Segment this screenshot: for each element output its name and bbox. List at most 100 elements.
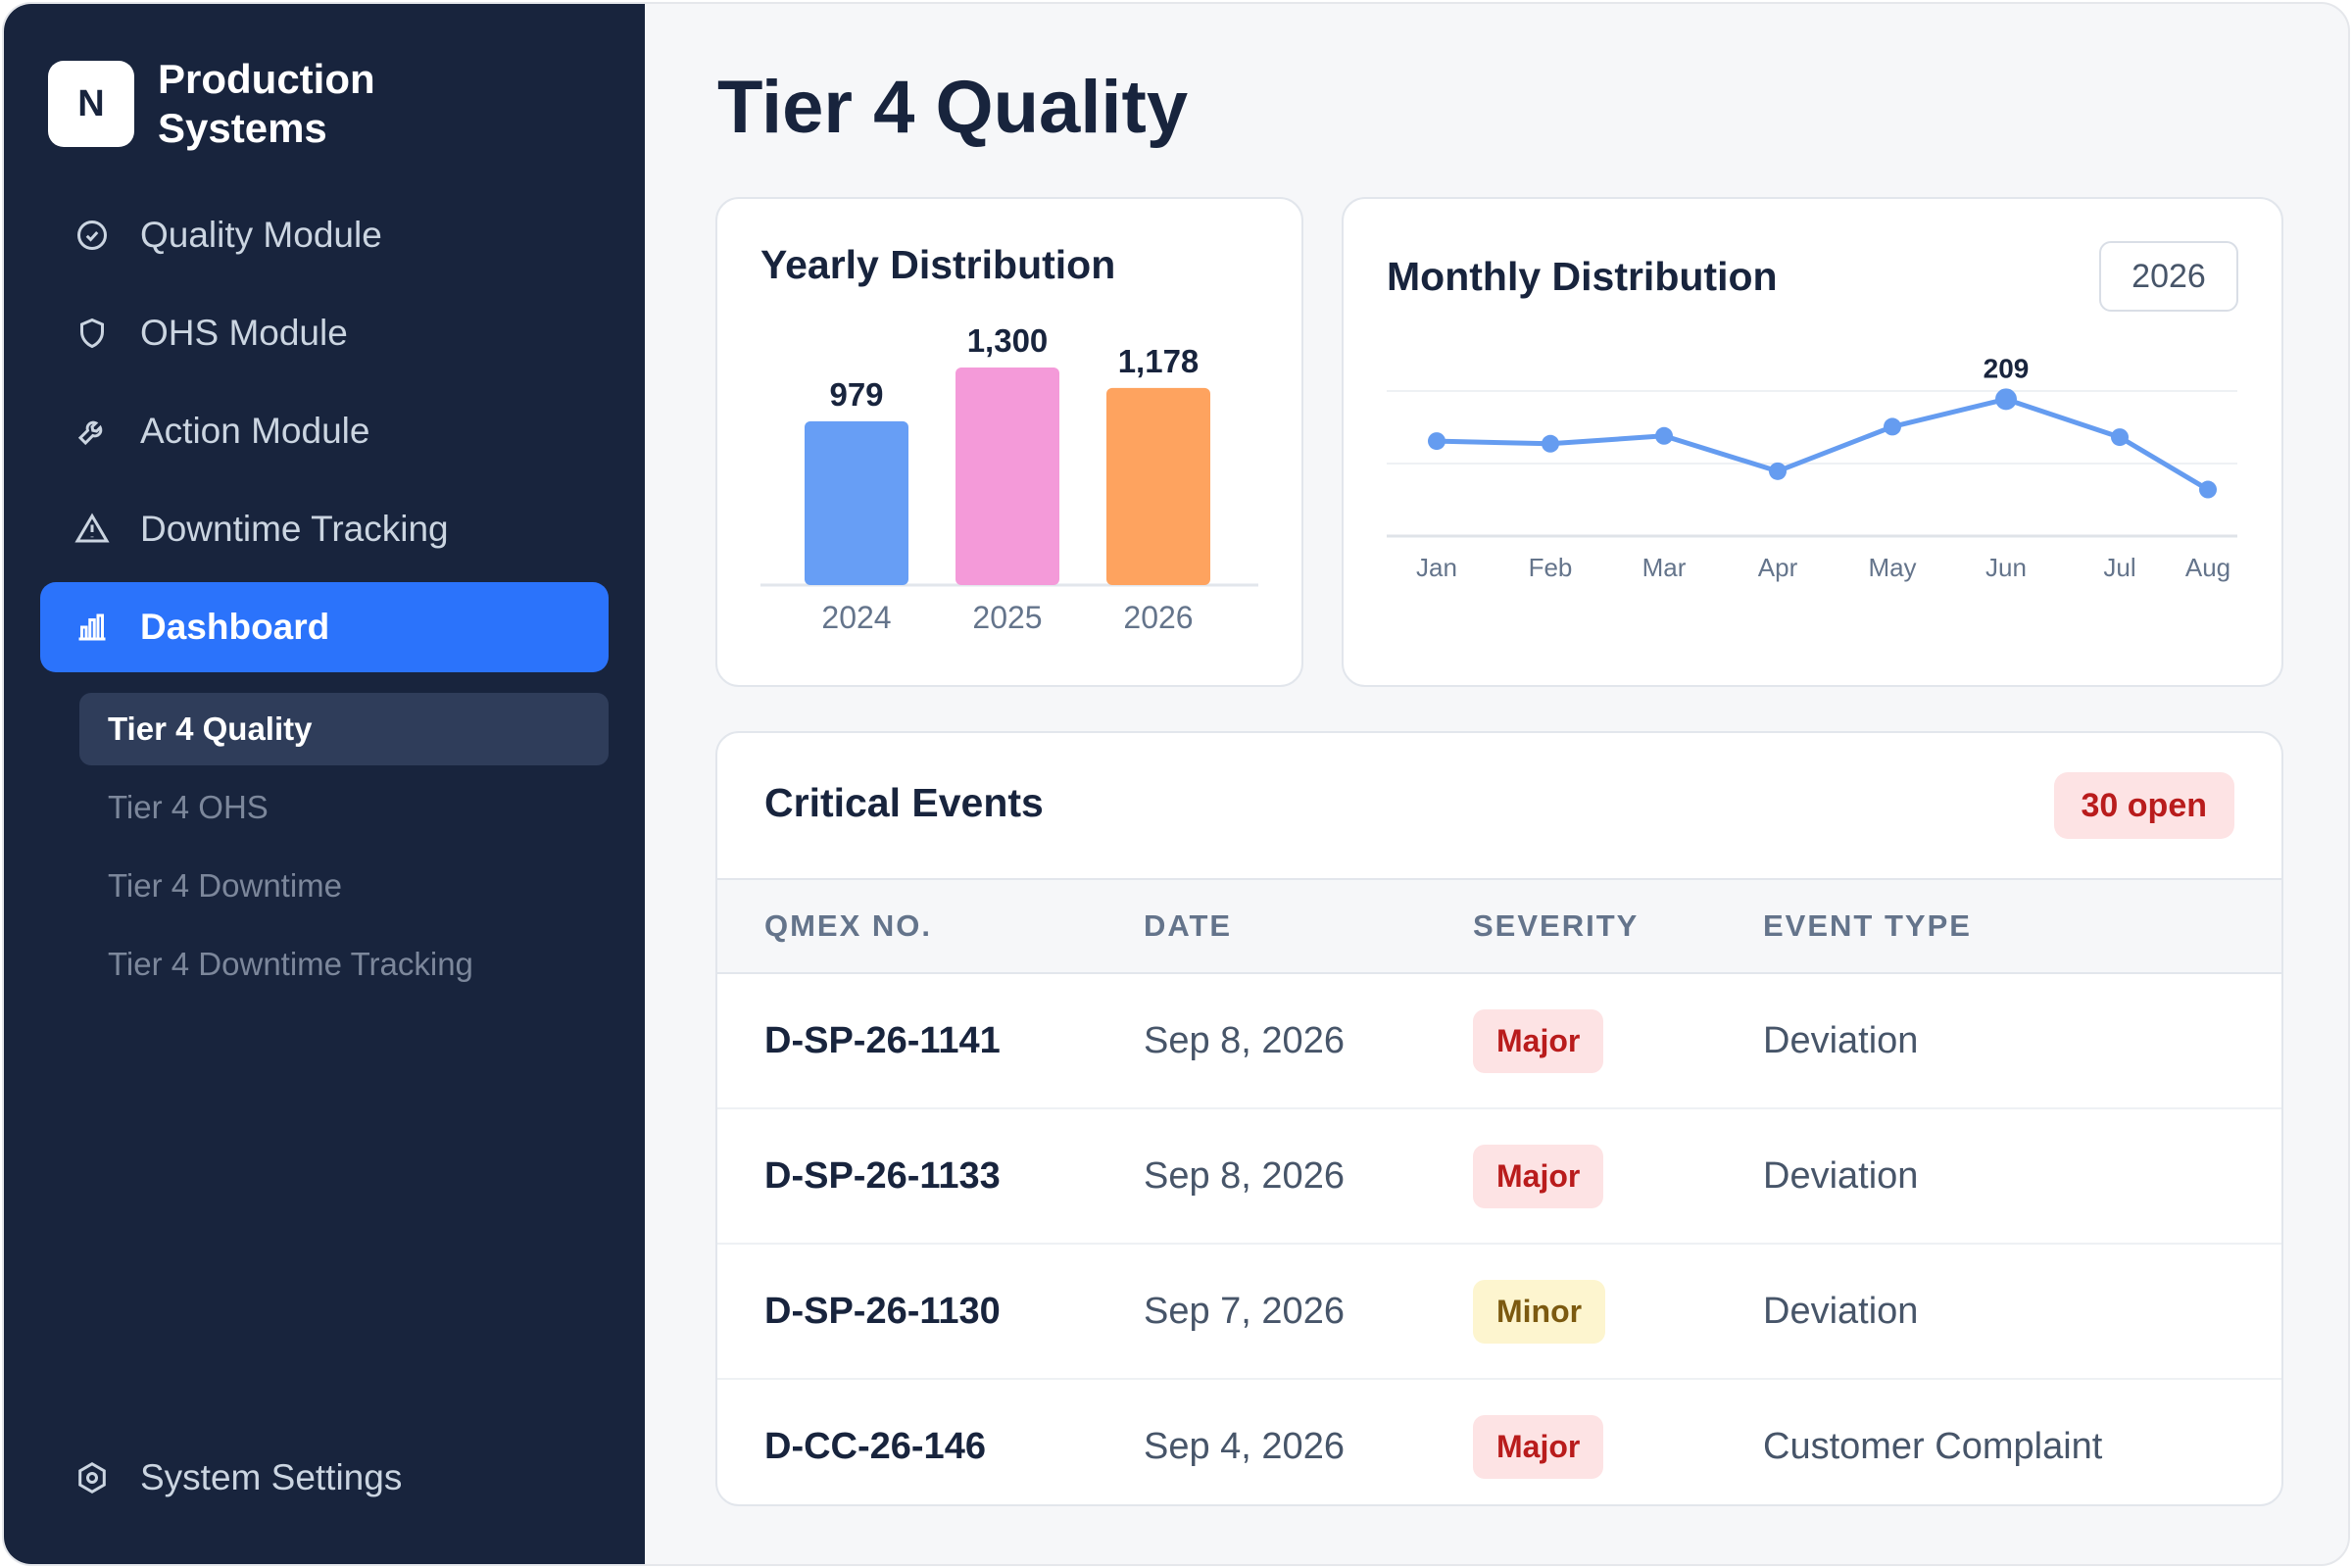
monthly-distribution-card: Monthly Distribution 2026 Jan Feb Mar Apr Ma… — [1342, 197, 2283, 687]
subnav-item-tier4-downtime-tracking[interactable]: Tier 4 Downtime Tracking — [79, 928, 609, 1001]
x-tick-label-Jan: Jan — [1416, 553, 1457, 582]
point-Jul — [2111, 428, 2129, 447]
table-row[interactable]: D-SP-26-1133 Sep 8, 2026 Major Deviation — [717, 1108, 2281, 1244]
nav-item-ohs-module[interactable]: OHS Module — [40, 288, 609, 378]
subnav-item-tier4-ohs[interactable]: Tier 4 OHS — [79, 771, 609, 844]
data-label-2024: 979 — [829, 376, 883, 413]
settings-icon — [74, 1459, 111, 1496]
subnav-label: Tier 4 Downtime — [108, 867, 343, 904]
quality-icon — [74, 217, 111, 254]
nav-label: System Settings — [140, 1457, 403, 1497]
monthly-line-chart: Jan Feb Mar Apr May Jun 209 Jul Aug — [1387, 353, 2237, 582]
table-row[interactable]: D-CC-26-146 Sep 4, 2026 Major Customer C… — [717, 1379, 2281, 1504]
column-header-date[interactable]: DATE — [1144, 908, 1233, 943]
data-label-Jun: 209 — [1984, 353, 2030, 383]
point-Apr — [1769, 462, 1787, 480]
table-row[interactable]: D-SP-26-1141 Sep 8, 2026 Major Deviation — [717, 973, 2281, 1108]
subnav-label: Tier 4 Downtime Tracking — [108, 946, 473, 982]
yearly-distribution-card: Yearly Distribution 979 2024 1,300 2025 1,17… — [715, 197, 1303, 687]
bar-2026 — [1106, 387, 1210, 585]
x-tick-label-Jul: Jul — [2103, 553, 2135, 582]
event-date: Sep 7, 2026 — [1144, 1290, 1345, 1332]
data-label-2025: 1,300 — [967, 322, 1049, 359]
main-content: Tier 4 Quality Yearly Distribution 979 20… — [645, 4, 2348, 1564]
wrench-icon — [74, 413, 111, 450]
table-row[interactable]: D-SP-26-1130 Sep 7, 2026 Minor Deviation — [717, 1244, 2281, 1379]
bar-2024 — [805, 420, 908, 585]
critical-events-card: Critical Events 30 open QMEX NO. DATE SE… — [715, 731, 2283, 1506]
yearly-title: Yearly Distribution — [760, 242, 1116, 287]
bar-2025 — [956, 368, 1059, 585]
series-line — [1436, 396, 2210, 492]
page-title: Tier 4 Quality — [717, 66, 1189, 149]
brand[interactable]: N Production Systems — [48, 55, 413, 153]
brand-logo: N — [48, 61, 134, 147]
nav-label: Action Module — [140, 411, 370, 451]
event-date: Sep 4, 2026 — [1144, 1426, 1345, 1467]
event-date: Sep 8, 2026 — [1144, 1154, 1345, 1197]
severity-badge: Major — [1473, 1144, 1604, 1208]
point-May — [1884, 417, 1901, 436]
warning-icon — [74, 511, 111, 548]
column-header-severity[interactable]: SEVERITY — [1473, 908, 1640, 943]
nav-item-action-module[interactable]: Action Module — [40, 386, 609, 476]
nav-item-quality-module[interactable]: Quality Module — [40, 190, 609, 280]
subnav-label: Tier 4 Quality — [108, 710, 313, 747]
x-tick-label-Feb: Feb — [1529, 553, 1573, 582]
open-count-badge: 30 open — [2053, 772, 2234, 839]
x-tick-label-2024: 2024 — [821, 600, 891, 635]
column-header-event-type[interactable]: EVENT TYPE — [1763, 908, 1972, 943]
point-Feb — [1542, 434, 1559, 453]
event-type: Customer Complaint — [1763, 1426, 2103, 1467]
nav-label: OHS Module — [140, 313, 348, 353]
year-selector[interactable]: 2026 — [2099, 241, 2238, 312]
nav-label: Quality Module — [140, 215, 382, 255]
nav-label: Dashboard — [140, 607, 330, 647]
sidebar: N Production Systems Quality Module OHS … — [4, 4, 645, 1564]
monthly-title: Monthly Distribution — [1387, 254, 1778, 299]
data-label-2026: 1,178 — [1118, 343, 1200, 379]
qmex-number[interactable]: D-CC-26-146 — [764, 1426, 986, 1467]
event-type: Deviation — [1763, 1019, 1919, 1061]
x-tick-label-May: May — [1868, 553, 1916, 582]
severity-cell: Major — [1473, 973, 1763, 1108]
table-header-row: QMEX NO. DATE SEVERITY EVENT TYPE — [717, 879, 2281, 973]
nav-item-system-settings[interactable]: System Settings — [40, 1433, 609, 1523]
severity-badge: Major — [1473, 1415, 1604, 1479]
point-Aug — [2199, 480, 2217, 499]
event-type: Deviation — [1763, 1154, 1919, 1197]
severity-cell: Minor — [1473, 1244, 1763, 1379]
x-tick-label-Apr: Apr — [1758, 553, 1798, 582]
severity-badge: Major — [1473, 1008, 1604, 1073]
event-type: Deviation — [1763, 1290, 1919, 1332]
severity-cell: Major — [1473, 1379, 1763, 1504]
critical-events-title: Critical Events — [764, 780, 1044, 825]
qmex-number[interactable]: D-SP-26-1133 — [764, 1154, 1001, 1197]
x-tick-label-Aug: Aug — [2185, 553, 2230, 582]
severity-cell: Major — [1473, 1108, 1763, 1244]
point-Jun — [1995, 388, 2017, 411]
qmex-number[interactable]: D-SP-26-1141 — [764, 1019, 1001, 1061]
brand-name: Production Systems — [158, 56, 375, 151]
shield-icon — [74, 315, 111, 352]
subnav-item-tier4-quality[interactable]: Tier 4 Quality — [79, 693, 609, 765]
event-date: Sep 8, 2026 — [1144, 1019, 1345, 1061]
x-tick-label-2026: 2026 — [1123, 600, 1193, 635]
point-Jan — [1428, 432, 1446, 451]
x-tick-label-Mar: Mar — [1642, 553, 1687, 582]
nav-label: Downtime Tracking — [140, 509, 449, 549]
events-table: QMEX NO. DATE SEVERITY EVENT TYPE D-SP-2… — [717, 878, 2281, 1504]
x-tick-label-2025: 2025 — [972, 600, 1042, 635]
x-tick-label-Jun: Jun — [1985, 553, 2027, 582]
subnav-item-tier4-downtime[interactable]: Tier 4 Downtime — [79, 850, 609, 922]
nav-item-downtime-tracking[interactable]: Downtime Tracking — [40, 484, 609, 574]
severity-badge: Minor — [1473, 1279, 1606, 1344]
yearly-bar-chart: 979 2024 1,300 2025 1,178 2026 — [760, 322, 1258, 635]
qmex-number[interactable]: D-SP-26-1130 — [764, 1290, 1001, 1332]
subnav-label: Tier 4 OHS — [108, 789, 269, 825]
nav-item-dashboard[interactable]: Dashboard — [40, 582, 609, 672]
bar-chart-icon — [74, 609, 111, 646]
point-Mar — [1655, 426, 1673, 445]
column-header-qmex[interactable]: QMEX NO. — [764, 908, 933, 943]
